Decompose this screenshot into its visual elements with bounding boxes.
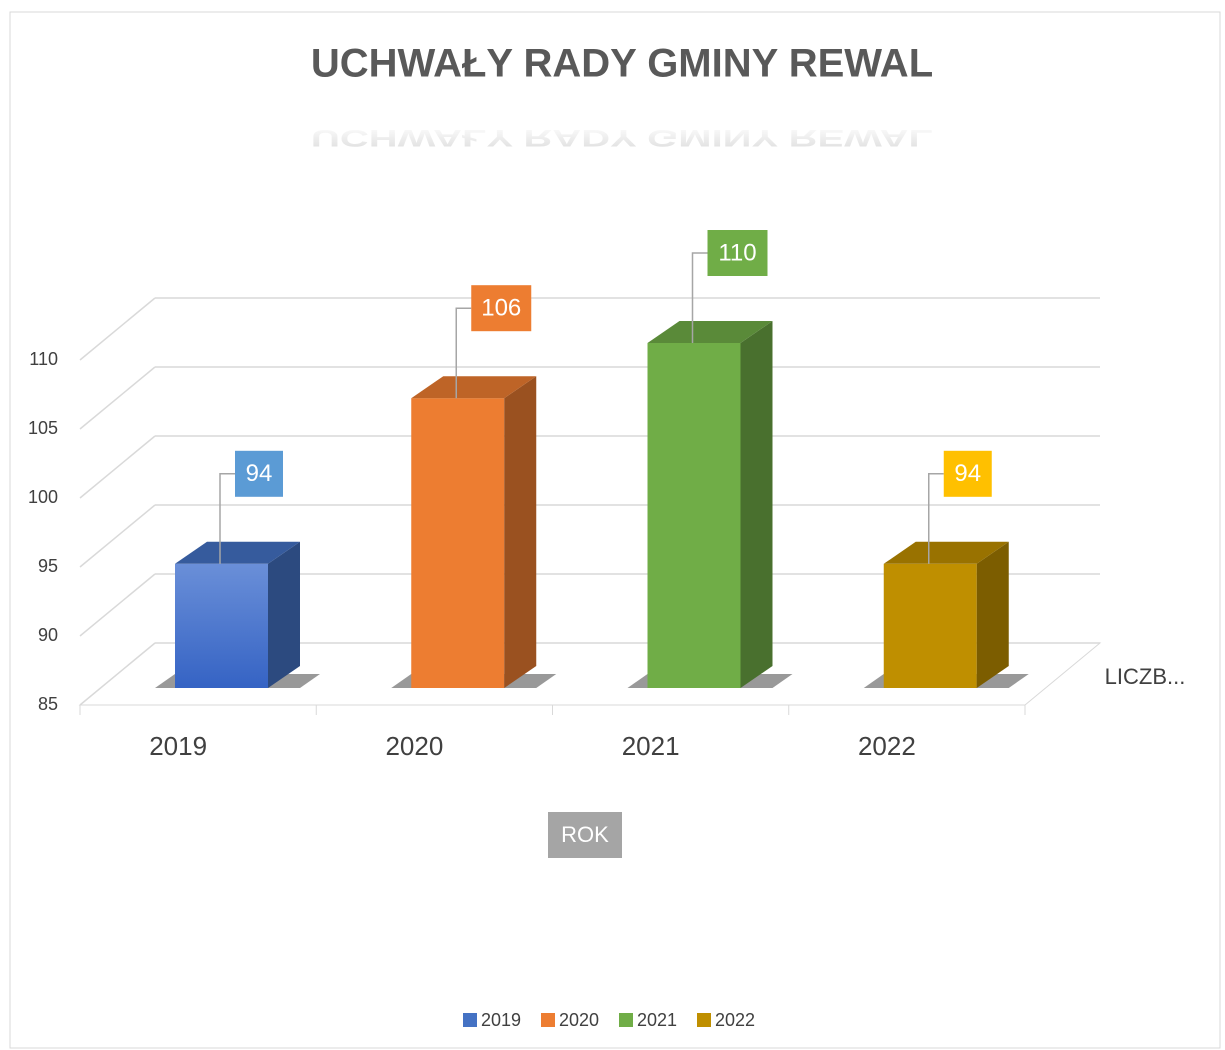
y-tick-label: 105 xyxy=(28,418,58,438)
y-tick-label: 95 xyxy=(38,556,58,576)
bar xyxy=(883,563,977,688)
x-tick-label: 2020 xyxy=(385,731,443,761)
legend-swatch xyxy=(619,1013,633,1027)
data-label-box xyxy=(707,230,768,276)
bar-side xyxy=(976,541,1009,688)
series-label: LICZB... xyxy=(1105,664,1186,689)
grid-line xyxy=(79,642,156,706)
legend-label: 2020 xyxy=(559,1010,599,1030)
leader-line xyxy=(928,473,944,564)
data-label: 94 xyxy=(954,460,981,487)
bar xyxy=(647,343,741,688)
data-label-box xyxy=(943,450,992,497)
data-label: 106 xyxy=(481,295,521,322)
frame xyxy=(9,11,1221,1049)
x-tick-label: 2021 xyxy=(622,731,680,761)
grid-line xyxy=(79,297,156,361)
y-tick-label: 110 xyxy=(29,349,58,369)
leader-line xyxy=(691,252,708,343)
axis-title-box xyxy=(548,812,622,858)
y-tick-label: 100 xyxy=(28,487,58,507)
leader-line xyxy=(219,473,235,564)
bar-top xyxy=(411,376,537,399)
legend-swatch xyxy=(697,1013,711,1027)
title-reflection: UCHWAŁY RADY GMINY REWAL xyxy=(311,125,933,152)
grid-line xyxy=(79,435,156,499)
grid-line xyxy=(79,573,156,637)
data-label-box xyxy=(471,285,532,332)
leader-line xyxy=(455,307,472,399)
legend-label: 2021 xyxy=(637,1010,677,1030)
x-tick-label: 2019 xyxy=(149,731,207,761)
bar-side xyxy=(268,541,300,688)
chart-title: UCHWAŁY RADY GMINY REWAL xyxy=(311,42,933,86)
x-axis-title: ROK xyxy=(561,822,609,847)
y-tick-label: 90 xyxy=(38,625,58,645)
x-tick-label: 2022 xyxy=(858,731,916,761)
bar xyxy=(411,398,505,688)
grid-line xyxy=(79,504,156,568)
bar-top xyxy=(883,541,1009,564)
bar xyxy=(175,563,268,688)
bar-top xyxy=(647,321,773,343)
data-label: 110 xyxy=(718,239,756,266)
bar-side xyxy=(504,376,537,688)
data-label: 94 xyxy=(246,460,273,487)
legend-label: 2019 xyxy=(481,1010,521,1030)
y-tick-label: 85 xyxy=(38,694,58,714)
legend-label: 2022 xyxy=(715,1010,755,1030)
legend-swatch xyxy=(463,1013,477,1027)
bar-side xyxy=(740,321,773,688)
bar-top xyxy=(175,541,300,564)
legend-swatch xyxy=(541,1013,555,1027)
grid-line xyxy=(79,366,156,430)
data-label-box xyxy=(235,450,283,497)
